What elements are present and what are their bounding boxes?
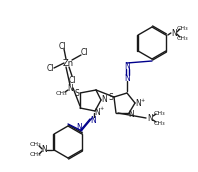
Text: N: N	[147, 114, 153, 122]
Text: Cl: Cl	[46, 63, 54, 73]
Text: N: N	[76, 123, 82, 132]
Text: +: +	[100, 105, 104, 110]
Text: N: N	[135, 99, 141, 108]
Text: S: S	[75, 89, 79, 98]
Text: N: N	[124, 73, 130, 83]
Text: Zn: Zn	[62, 58, 74, 67]
Text: +: +	[141, 98, 145, 103]
Text: CH₃: CH₃	[55, 90, 67, 95]
Text: CH₃: CH₃	[177, 25, 189, 30]
Text: N: N	[124, 62, 130, 71]
Text: CH₃: CH₃	[29, 142, 41, 148]
Text: CH₃: CH₃	[29, 153, 41, 158]
Text: CH₃: CH₃	[153, 121, 165, 126]
Text: Cl: Cl	[58, 41, 66, 51]
Text: N: N	[171, 29, 177, 37]
Text: N: N	[101, 94, 107, 104]
Text: N: N	[90, 116, 96, 125]
Text: CH₃: CH₃	[153, 110, 165, 116]
Text: CH₃: CH₃	[177, 35, 189, 40]
Text: S: S	[109, 93, 113, 101]
Text: N: N	[94, 108, 100, 116]
Text: Cl: Cl	[68, 76, 76, 84]
Text: N: N	[41, 146, 47, 154]
Text: N: N	[67, 83, 73, 93]
Text: Cl: Cl	[80, 47, 88, 56]
Text: N: N	[128, 110, 134, 119]
